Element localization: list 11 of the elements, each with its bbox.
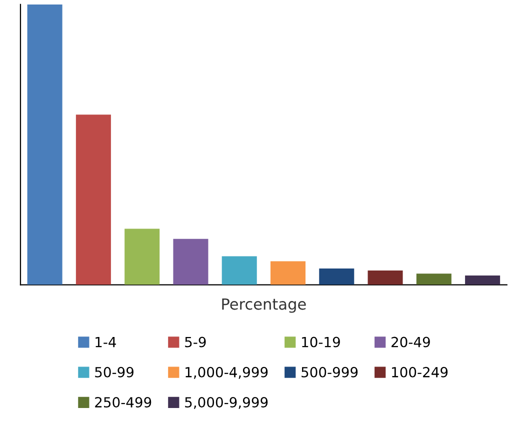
legend-label: 1,000-4,999 <box>186 366 268 379</box>
legend-label: 5,000-9,999 <box>185 397 268 409</box>
legend-label: 20-49 <box>392 336 430 348</box>
legend-label: 1-4 <box>96 336 116 348</box>
legend-label: 250-499 <box>95 397 152 408</box>
legend-label: 500-999 <box>302 366 358 378</box>
legend-label: 10-19 <box>302 336 340 348</box>
legend-label: 5-9 <box>185 336 206 348</box>
legend-label: 50-99 <box>95 366 134 378</box>
x-axis-title: Percentage <box>222 298 306 313</box>
legend-label: 100-249 <box>392 366 448 378</box>
